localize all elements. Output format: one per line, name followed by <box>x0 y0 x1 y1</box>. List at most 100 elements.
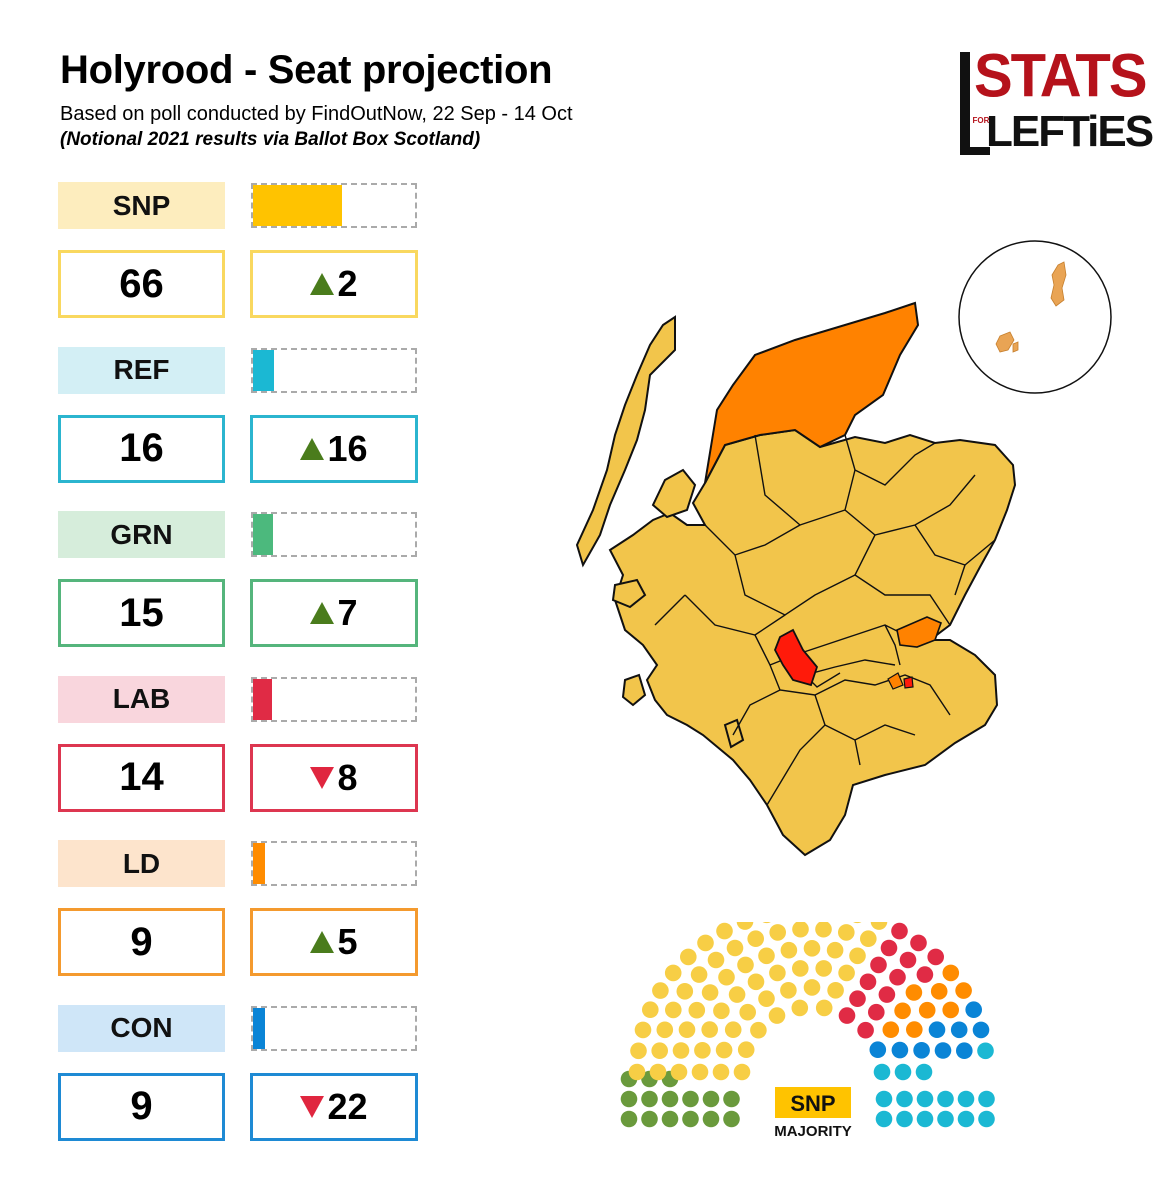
seat-dot-grn <box>682 1110 699 1128</box>
seat-change-value-ref: 16 <box>327 427 368 469</box>
seat-dot-lab <box>891 922 908 940</box>
seat-dot-snp <box>769 924 786 941</box>
map-region-highland-north <box>704 301 920 484</box>
seat-dot-lab <box>889 968 906 986</box>
seat-dot-lab <box>859 973 877 991</box>
up-arrow-icon <box>310 931 335 953</box>
seat-dot-lab <box>878 986 896 1003</box>
scotland-map <box>575 301 1017 857</box>
seat-dot-snp <box>849 947 866 965</box>
seat-dot-ld <box>930 983 948 1000</box>
logo-text-lefties: LEFTiES <box>986 107 1154 156</box>
seat-dot-snp <box>860 930 877 947</box>
inset-shetland <box>1050 261 1067 307</box>
party-label-ld: LD <box>58 840 225 887</box>
seat-dot-snp <box>768 1007 786 1024</box>
party-label-ref: REF <box>58 346 225 394</box>
seat-dot-grn <box>661 1090 679 1108</box>
seat-dot-lab <box>838 1007 856 1024</box>
seat-bar-ref <box>253 349 275 391</box>
shetland-orkney-inset <box>958 240 1112 394</box>
seat-dot-ld <box>894 1002 911 1020</box>
seat-dot-ld <box>918 1001 936 1019</box>
seat-dot-snp <box>803 979 821 996</box>
seat-bar-track-con <box>251 1005 417 1051</box>
seat-dot-ref <box>894 1063 912 1081</box>
seat-count-grn: 15 <box>58 579 225 647</box>
seat-dot-ref <box>937 1110 954 1128</box>
map-region-edinburgh-south <box>903 676 914 689</box>
seat-dot-grn <box>682 1090 699 1108</box>
seat-dot-snp <box>758 990 775 1007</box>
party-label-snp: SNP <box>58 182 225 229</box>
seat-dot-con <box>913 1042 930 1059</box>
seat-dot-con <box>972 1021 990 1039</box>
seat-dot-ref <box>977 1042 994 1060</box>
seat-bar-lab <box>253 678 272 720</box>
seat-dot-snp <box>803 940 821 957</box>
seat-dot-ref <box>915 1063 933 1081</box>
seat-dot-ref <box>978 1110 995 1128</box>
page-title: Holyrood - Seat projection <box>60 48 553 92</box>
seat-change-lab: 8 <box>250 743 418 812</box>
up-arrow-icon <box>300 437 325 460</box>
seat-dot-grn <box>661 1110 679 1128</box>
seat-dot-snp <box>853 922 862 924</box>
seat-change-ld: 5 <box>250 908 418 976</box>
seat-dot-lab <box>870 956 887 974</box>
seat-dot-snp <box>780 941 798 959</box>
seat-dot-ld <box>955 982 972 999</box>
seat-bar-con <box>253 1007 266 1049</box>
seat-dot-snp <box>769 964 786 982</box>
seat-dot-snp <box>750 1021 767 1039</box>
seat-dot-grn <box>723 1110 740 1128</box>
seat-dot-ref <box>957 1090 975 1108</box>
seat-dot-snp <box>747 930 764 947</box>
source-note: (Notional 2021 results via Ballot Box Sc… <box>60 129 481 150</box>
map-region-hebrides <box>575 315 676 568</box>
seat-dot-snp <box>680 948 697 966</box>
seat-dot-lab <box>849 990 866 1007</box>
seat-count-ref: 16 <box>58 414 225 483</box>
seat-count-ld: 9 <box>58 908 225 976</box>
seat-dot-snp <box>715 1041 733 1059</box>
seat-bar-track-grn <box>251 512 417 557</box>
seat-dot-grn <box>620 1110 638 1128</box>
seat-dot-snp <box>726 939 744 957</box>
seat-change-value-lab: 8 <box>337 756 358 798</box>
seat-dot-snp <box>628 1063 646 1081</box>
seat-dot-ref <box>875 1110 893 1128</box>
down-arrow-icon <box>310 766 335 789</box>
parliament-chart: SNP MAJORITY <box>620 922 995 1140</box>
seat-dot-snp <box>733 1063 751 1081</box>
map-region-islay <box>621 673 647 707</box>
seat-dot-snp <box>701 1021 718 1038</box>
seat-change-snp: 2 <box>250 250 418 318</box>
seat-dot-snp <box>676 983 694 1000</box>
seat-dot-grn <box>723 1090 740 1108</box>
seat-dot-snp <box>792 922 809 938</box>
seat-dot-con <box>934 1042 952 1059</box>
seat-dot-ld <box>942 1001 959 1019</box>
seat-change-value-grn: 7 <box>337 592 358 633</box>
seat-dot-ld <box>882 1021 900 1038</box>
logo-text-stats: STATS <box>974 41 1148 111</box>
majority-badge <box>775 1087 851 1118</box>
seat-dot-snp <box>737 956 754 974</box>
seat-dot-ref <box>875 1090 893 1108</box>
seat-dot-snp <box>838 964 855 982</box>
seat-change-value-con: 22 <box>327 1085 368 1127</box>
seat-dot-snp <box>838 924 855 941</box>
seat-dot-snp <box>815 922 832 938</box>
seat-dot-snp <box>665 1001 682 1019</box>
seat-dot-snp <box>672 1042 690 1059</box>
seat-dot-snp <box>690 966 708 983</box>
seat-dot-snp <box>712 1063 730 1081</box>
map-region-skye <box>651 468 697 519</box>
party-label-grn: GRN <box>58 511 225 558</box>
seat-dot-con <box>965 1001 982 1018</box>
seat-bar-track-ld <box>251 841 417 886</box>
seat-dot-snp <box>691 1063 709 1081</box>
seat-dot-snp <box>762 922 771 924</box>
majority-badge-text: SNP <box>790 1091 835 1116</box>
